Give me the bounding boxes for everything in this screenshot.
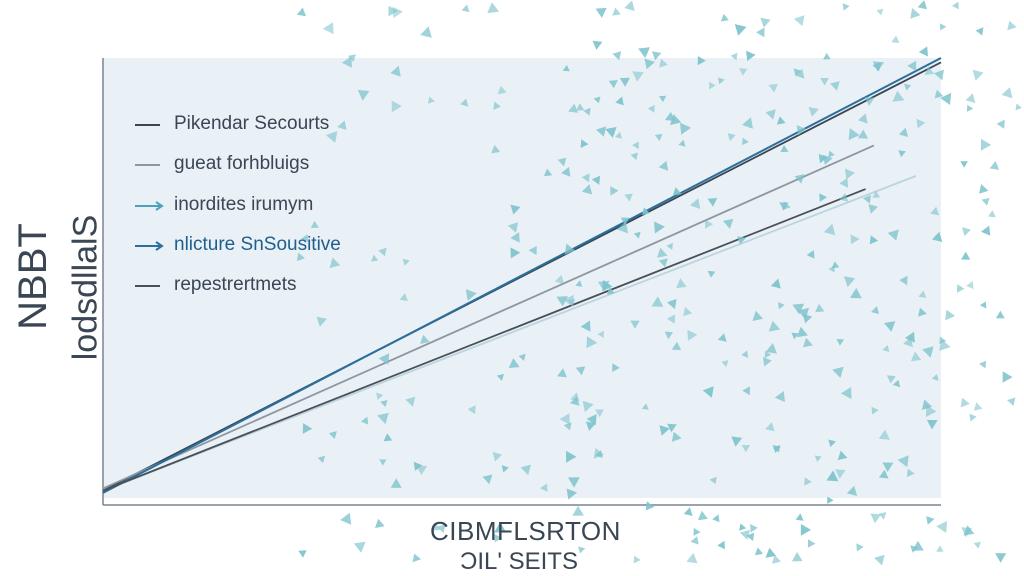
legend-label-4: nlicture SnSousitive — [174, 234, 341, 255]
x-axis-sublabel: ƆIL' SEITS — [460, 548, 578, 575]
legend-label-5: repestrertmets — [174, 274, 297, 295]
series-line-2 — [102, 144, 875, 490]
legend-label-2: gueat forhbluigs — [174, 153, 310, 174]
y-axis-title: NBBT lodsdllalS — [11, 210, 108, 380]
series-line-3 — [102, 175, 917, 492]
legend-arrow-4 — [155, 241, 164, 251]
y-axis-sublabel: lodsdllalS — [66, 214, 105, 361]
y-axis-label: NBBT — [10, 223, 55, 330]
x-axis-label: CIBMFLSRTON — [430, 516, 621, 546]
legend-label-3: inordites irumym — [174, 194, 314, 215]
legend-label-1: Pikendar Secourts — [174, 113, 330, 134]
legend-arrow-3 — [155, 201, 164, 211]
